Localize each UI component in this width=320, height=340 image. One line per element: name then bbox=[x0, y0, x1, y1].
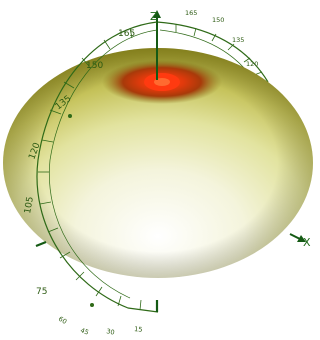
front-scale-ticks bbox=[38, 27, 142, 311]
meridian-dot bbox=[90, 303, 94, 307]
x-axis-label: X bbox=[303, 236, 311, 249]
back-meridian-arc bbox=[156, 21, 269, 83]
meridian-scale-label: 105 bbox=[23, 196, 36, 215]
pattern-body-shade bbox=[3, 48, 313, 278]
meridian-scale-label: 45 bbox=[79, 326, 90, 336]
meridian-scale-label: 165 bbox=[118, 29, 135, 39]
meridian-scale-label: 150 bbox=[86, 61, 103, 71]
meridian-scale-label: 60 bbox=[57, 315, 68, 326]
equator-marker-left bbox=[35, 240, 47, 248]
meridian-scale-label: 30 bbox=[106, 327, 116, 337]
front-meridian-arc-inner bbox=[48, 29, 158, 299]
back-scale-label: 165 bbox=[185, 9, 197, 17]
x-axis bbox=[289, 233, 306, 242]
z-axis-label: Z bbox=[150, 10, 158, 23]
back-scale-label: 120 bbox=[246, 60, 258, 68]
meridian-scale-label: 75 bbox=[36, 287, 47, 297]
meridian-scale-label: 15 bbox=[134, 325, 143, 334]
front-meridian-arc bbox=[36, 21, 159, 313]
z-axis bbox=[153, 10, 161, 80]
back-scale-label: 135 bbox=[232, 36, 244, 44]
back-scale-ticks bbox=[175, 24, 263, 76]
meridian-dot bbox=[68, 114, 72, 118]
back-scale-label: 150 bbox=[212, 16, 224, 24]
